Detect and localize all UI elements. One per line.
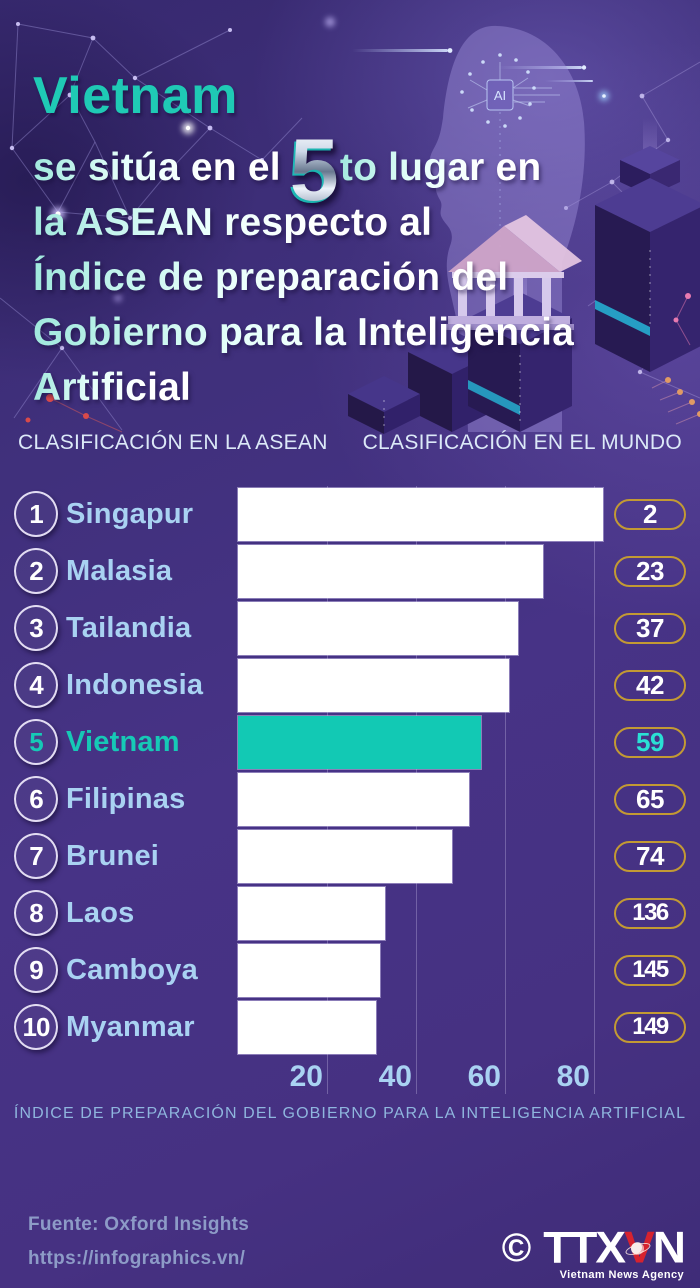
gridline — [505, 486, 506, 1094]
country-label: Laos — [66, 897, 135, 929]
logo-wordmark: TTXVN — [543, 1222, 686, 1272]
score-bar — [238, 602, 518, 655]
logo-ttx: TTX — [543, 1222, 626, 1272]
world-rank-badge: 65 — [614, 784, 686, 815]
country-row: 6 Filipinas 65 — [0, 771, 700, 828]
asean-rank-badge: 10 — [14, 1004, 58, 1050]
country-label: Malasia — [66, 555, 173, 587]
asean-rank-badge: 2 — [14, 548, 58, 594]
headline-line-1: se sitúa en el 5 to lugar en — [33, 126, 683, 214]
x-axis-title: ÍNDICE DE PREPARACIÓN DEL GOBIERNO PARA … — [13, 1105, 687, 1122]
headline-line1-pre: se sitúa en el — [33, 140, 281, 195]
score-bar — [238, 944, 380, 997]
world-rank-badge: 145 — [614, 955, 686, 986]
globe-icon — [631, 1241, 645, 1255]
big-number-5: 5 — [289, 120, 339, 219]
score-bar — [238, 716, 481, 769]
column-header-world: CLASIFICACIÓN EN EL MUNDO — [362, 431, 682, 454]
country-label: Indonesia — [66, 669, 204, 701]
headline-line-2: la ASEAN respecto al — [33, 195, 432, 250]
column-headers: CLASIFICACIÓN EN LA ASEAN CLASIFICACIÓN … — [18, 431, 682, 455]
x-tick-label: 60 — [467, 1060, 501, 1093]
score-bar — [238, 545, 543, 598]
world-rank-badge: 37 — [614, 613, 686, 644]
website-text: https://infographics.vn/ — [28, 1248, 246, 1269]
logo-subtitle: Vietnam News Agency — [559, 1269, 684, 1281]
headline-line-5: Artificial — [33, 360, 191, 415]
score-bar — [238, 830, 452, 883]
source-text: Fuente: Oxford Insights — [28, 1214, 250, 1235]
asean-rank-badge: 9 — [14, 947, 58, 993]
score-bar — [238, 887, 385, 940]
ttxvn-logo: © TTXVN Vietnam News Agency — [501, 1222, 686, 1281]
country-label: Tailandia — [66, 612, 192, 644]
country-label: Myanmar — [66, 1011, 195, 1043]
world-rank-badge: 149 — [614, 1012, 686, 1043]
x-tick-label: 40 — [378, 1060, 412, 1093]
logo-v: V — [624, 1225, 655, 1269]
world-rank-badge: 2 — [614, 499, 686, 530]
headline-line-3: Índice de preparación del — [33, 250, 508, 305]
country-row: 2 Malasia 23 — [0, 543, 700, 600]
country-label: Brunei — [66, 840, 160, 872]
logo-n: N — [652, 1222, 686, 1272]
gridline — [594, 486, 595, 1094]
asean-rank-badge: 8 — [14, 890, 58, 936]
asean-rank-badge: 1 — [14, 491, 58, 537]
headline-country: Vietnam — [33, 67, 238, 125]
score-bar — [238, 659, 509, 712]
country-label: Filipinas — [66, 783, 186, 815]
headline-line-4: Gobierno para la Inteligencia — [33, 305, 574, 360]
world-rank-badge: 23 — [614, 556, 686, 587]
asean-rank-badge: 3 — [14, 605, 58, 651]
headline-paragraph: se sitúa en el 5 to lugar en la ASEAN re… — [33, 126, 683, 415]
asean-rank-badge: 5 — [14, 719, 58, 765]
asean-rank-badge: 4 — [14, 662, 58, 708]
country-row: 1 Singapur 2 — [0, 486, 700, 543]
country-label: Camboya — [66, 954, 198, 986]
country-label: Vietnam — [66, 726, 180, 758]
x-tick-label: 80 — [556, 1060, 590, 1093]
x-tick-label: 20 — [289, 1060, 323, 1093]
country-row: 4 Indonesia 42 — [0, 657, 700, 714]
country-row: 3 Tailandia 37 — [0, 600, 700, 657]
world-rank-badge: 59 — [614, 727, 686, 758]
country-row: 9 Camboya 145 — [0, 942, 700, 999]
copyright-icon: © — [501, 1226, 532, 1270]
country-row: 7 Brunei 74 — [0, 828, 700, 885]
world-rank-badge: 42 — [614, 670, 686, 701]
headline-line1-post: to lugar en — [340, 140, 542, 195]
asean-rank-badge: 7 — [14, 833, 58, 879]
asean-rank-badge: 6 — [14, 776, 58, 822]
score-bar — [238, 488, 603, 541]
country-label: Singapur — [66, 498, 194, 530]
world-rank-badge: 136 — [614, 898, 686, 929]
country-row: 5 Vietnam 59 — [0, 714, 700, 771]
country-row: 8 Laos 136 — [0, 885, 700, 942]
score-bar — [238, 773, 469, 826]
world-rank-badge: 74 — [614, 841, 686, 872]
column-header-asean: CLASIFICACIÓN EN LA ASEAN — [18, 431, 328, 454]
country-row: 10 Myanmar 149 — [0, 999, 700, 1056]
score-bar — [238, 1001, 376, 1054]
